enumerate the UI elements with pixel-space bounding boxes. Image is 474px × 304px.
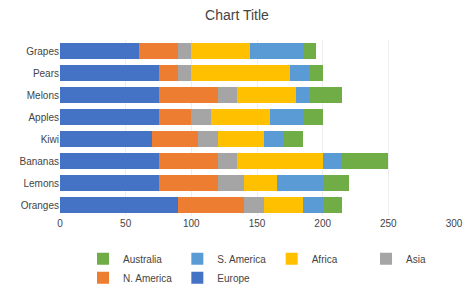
svg-text:Kiwi: Kiwi: [41, 134, 59, 145]
svg-text:Bananas: Bananas: [20, 156, 59, 167]
svg-text:150: 150: [249, 218, 266, 229]
svg-text:Europe: Europe: [217, 273, 250, 284]
svg-text:Pears: Pears: [33, 68, 59, 79]
svg-text:N. America: N. America: [123, 273, 172, 284]
svg-text:S. America: S. America: [217, 254, 266, 265]
svg-text:Grapes: Grapes: [26, 46, 59, 57]
svg-text:Melons: Melons: [27, 90, 59, 101]
svg-text:Africa: Africa: [312, 254, 338, 265]
svg-text:Chart Title: Chart Title: [205, 7, 269, 23]
svg-text:Apples: Apples: [28, 112, 59, 123]
svg-text:0: 0: [57, 218, 63, 229]
svg-text:200: 200: [314, 218, 331, 229]
svg-text:250: 250: [380, 218, 397, 229]
svg-text:50: 50: [120, 218, 132, 229]
svg-text:Lemons: Lemons: [23, 178, 59, 189]
svg-text:Oranges: Oranges: [21, 200, 59, 211]
svg-text:300: 300: [446, 218, 463, 229]
svg-text:Australia: Australia: [123, 254, 162, 265]
svg-text:100: 100: [183, 218, 200, 229]
svg-text:Asia: Asia: [406, 254, 426, 265]
